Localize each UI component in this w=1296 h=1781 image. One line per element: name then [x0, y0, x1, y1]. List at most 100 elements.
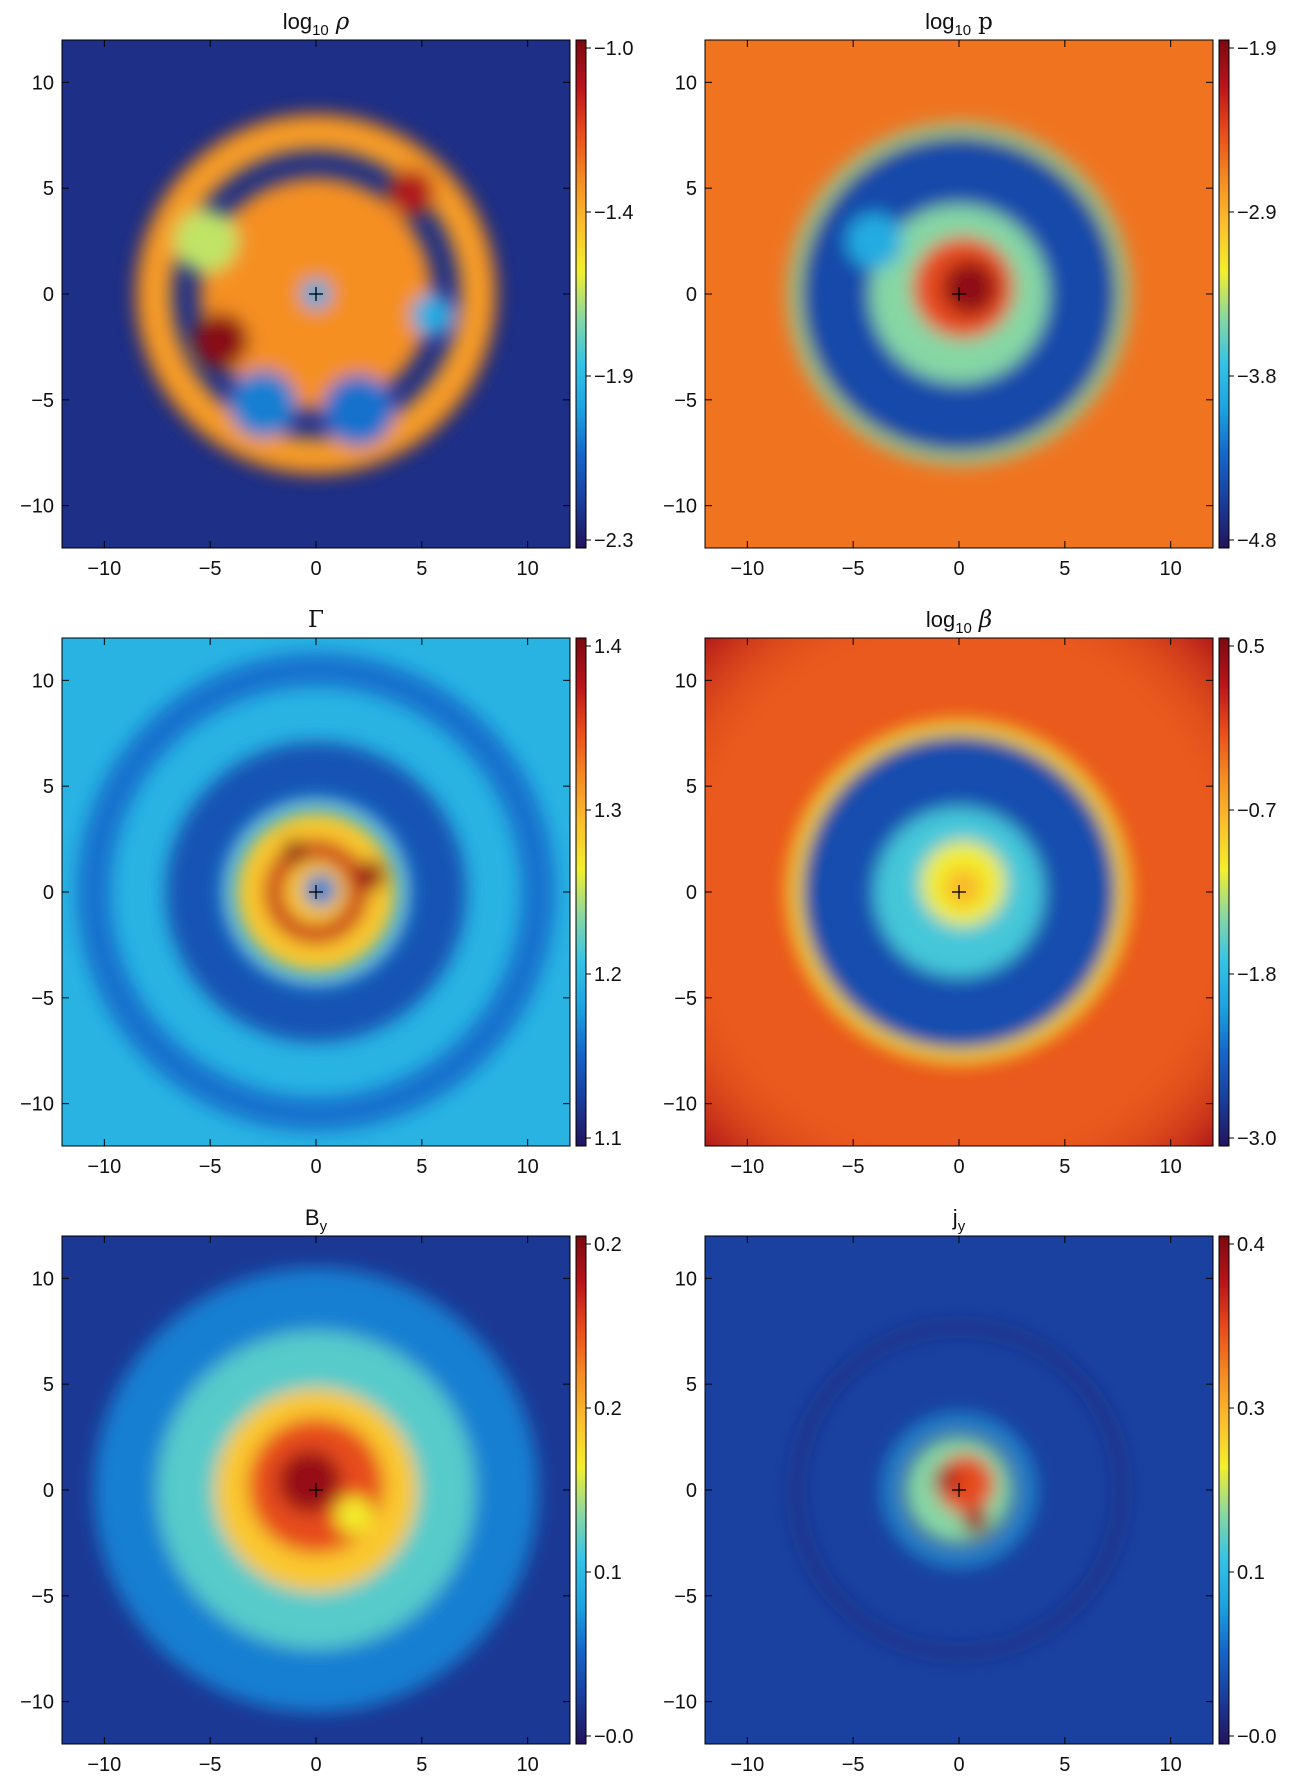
colorbar-label: 0.2 [594, 1234, 622, 1256]
heatmap-blob [846, 213, 902, 269]
x-tick-label: 10 [1160, 1754, 1182, 1776]
x-tick-label: −5 [842, 558, 865, 580]
colorbar-label: −3.8 [1237, 366, 1276, 388]
panel-gamma: −10 −5 0 5 10 −10 −5 0 5 10 Γ 1.4 1.3 1.2 1.1 [20, 607, 622, 1178]
colorbar-label: −1.0 [594, 38, 633, 60]
title-subscript: 10 [954, 22, 971, 39]
heatmap-blob [193, 313, 249, 369]
panel-by: −10 −5 0 5 10 −10 −5 0 5 10 By 0.2 0.2 0.1 −0.0 [20, 1205, 633, 1776]
y-tick-label: 10 [675, 1268, 697, 1290]
x-tick-label: −10 [87, 1156, 121, 1178]
colorbar-label: 0.1 [594, 1562, 622, 1584]
y-tick-label: 10 [675, 670, 697, 692]
x-tick-label: 5 [416, 558, 427, 580]
heatmap-blob [942, 260, 998, 316]
heatmap-blob [356, 860, 386, 890]
heatmap-by [62, 1236, 570, 1744]
heatmap-blob [277, 1449, 342, 1514]
heatmap-blob [282, 839, 308, 865]
heatmap-ring [792, 1323, 1126, 1657]
y-tick-label: 5 [686, 776, 697, 798]
title-subscript: 10 [312, 22, 329, 39]
x-tick-label: −10 [730, 558, 764, 580]
colorbar [1218, 637, 1230, 1147]
x-tick-label: 10 [517, 1156, 539, 1178]
y-tick-label: 10 [32, 1268, 54, 1290]
x-tick-label: 5 [416, 1754, 427, 1776]
colorbar [1218, 39, 1230, 549]
heatmap-blob [229, 370, 297, 438]
y-tick-label: 0 [43, 1480, 54, 1502]
colorbar-label: −1.4 [594, 202, 633, 224]
x-tick-label: 5 [1059, 1156, 1070, 1178]
x-tick-label: 5 [416, 1156, 427, 1178]
x-tick-label: 0 [310, 558, 321, 580]
heatmap-ring [76, 652, 556, 1132]
y-tick-label: −5 [674, 988, 697, 1010]
title-text: B [305, 1205, 320, 1230]
panel-title: log10 β [926, 607, 992, 637]
x-tick-label: 10 [1160, 1156, 1182, 1178]
heatmap-blob [963, 1509, 989, 1535]
x-tick-label: 0 [310, 1754, 321, 1776]
title-subscript: y [958, 1218, 966, 1235]
y-tick-label: −5 [674, 1586, 697, 1608]
y-tick-label: −10 [20, 496, 54, 518]
title-text: log [926, 607, 955, 632]
heatmap-blob [387, 169, 435, 216]
y-tick-label: 0 [686, 284, 697, 306]
heatmap-ring [788, 123, 1130, 465]
heatmap-gamma [62, 638, 570, 1146]
colorbar [575, 39, 587, 549]
y-tick-label: 10 [32, 72, 54, 94]
panel-title: By [305, 1205, 328, 1235]
colorbar-label: 0.5 [1237, 636, 1265, 658]
colorbar-label: 0.4 [1237, 1234, 1265, 1256]
x-tick-label: 10 [517, 1754, 539, 1776]
heatmap-ring [165, 741, 467, 1043]
x-tick-label: 5 [1059, 1754, 1070, 1776]
x-tick-label: −5 [199, 558, 222, 580]
colorbar [575, 637, 587, 1147]
title-symbol: ρ [335, 9, 350, 35]
y-tick-label: 0 [686, 882, 697, 904]
y-tick-label: 10 [32, 670, 54, 692]
y-tick-label: 5 [686, 1374, 697, 1396]
heatmap-blob [933, 1466, 959, 1493]
y-tick-label: −5 [31, 390, 54, 412]
heatmap-blob [303, 872, 338, 907]
colorbar-label: −2.3 [594, 530, 633, 552]
colorbar-label: −0.7 [1237, 800, 1276, 822]
heatmap-blob [322, 374, 395, 447]
title-text: j [952, 1205, 958, 1230]
y-tick-label: 0 [43, 882, 54, 904]
y-tick-label: −10 [663, 496, 697, 518]
colorbar-label: 1.1 [594, 1128, 622, 1150]
panel-title: log10 p [925, 9, 993, 39]
y-tick-label: −10 [20, 1692, 54, 1714]
x-tick-label: −10 [87, 558, 121, 580]
heatmap-blob [335, 1496, 374, 1535]
panel-title: jy [952, 1205, 966, 1235]
title-subscript: y [320, 1218, 328, 1235]
y-tick-label: 5 [686, 178, 697, 200]
colorbar-label: 0.2 [594, 1398, 622, 1420]
x-tick-label: 0 [953, 1156, 964, 1178]
panel-title: Γ [308, 607, 324, 633]
panel-jy: −10 −5 0 5 10 −10 −5 0 5 10 jy 0.4 0.3 0.1 −0.0 [663, 1205, 1276, 1776]
panel-title: log10 ρ [283, 9, 350, 39]
colorbar-label: 0.3 [1237, 1398, 1265, 1420]
y-tick-label: 0 [43, 284, 54, 306]
x-tick-label: −5 [842, 1754, 865, 1776]
heatmap-structure [134, 112, 498, 476]
colorbar-label: −0.0 [1237, 1726, 1276, 1748]
title-symbol: Γ [308, 607, 324, 633]
x-tick-label: −10 [87, 1754, 121, 1776]
y-tick-label: 10 [675, 72, 697, 94]
heatmap-ring [788, 721, 1130, 1063]
heatmap-structure [93, 1267, 539, 1713]
y-tick-label: 0 [686, 1480, 697, 1502]
x-tick-label: 0 [953, 1754, 964, 1776]
